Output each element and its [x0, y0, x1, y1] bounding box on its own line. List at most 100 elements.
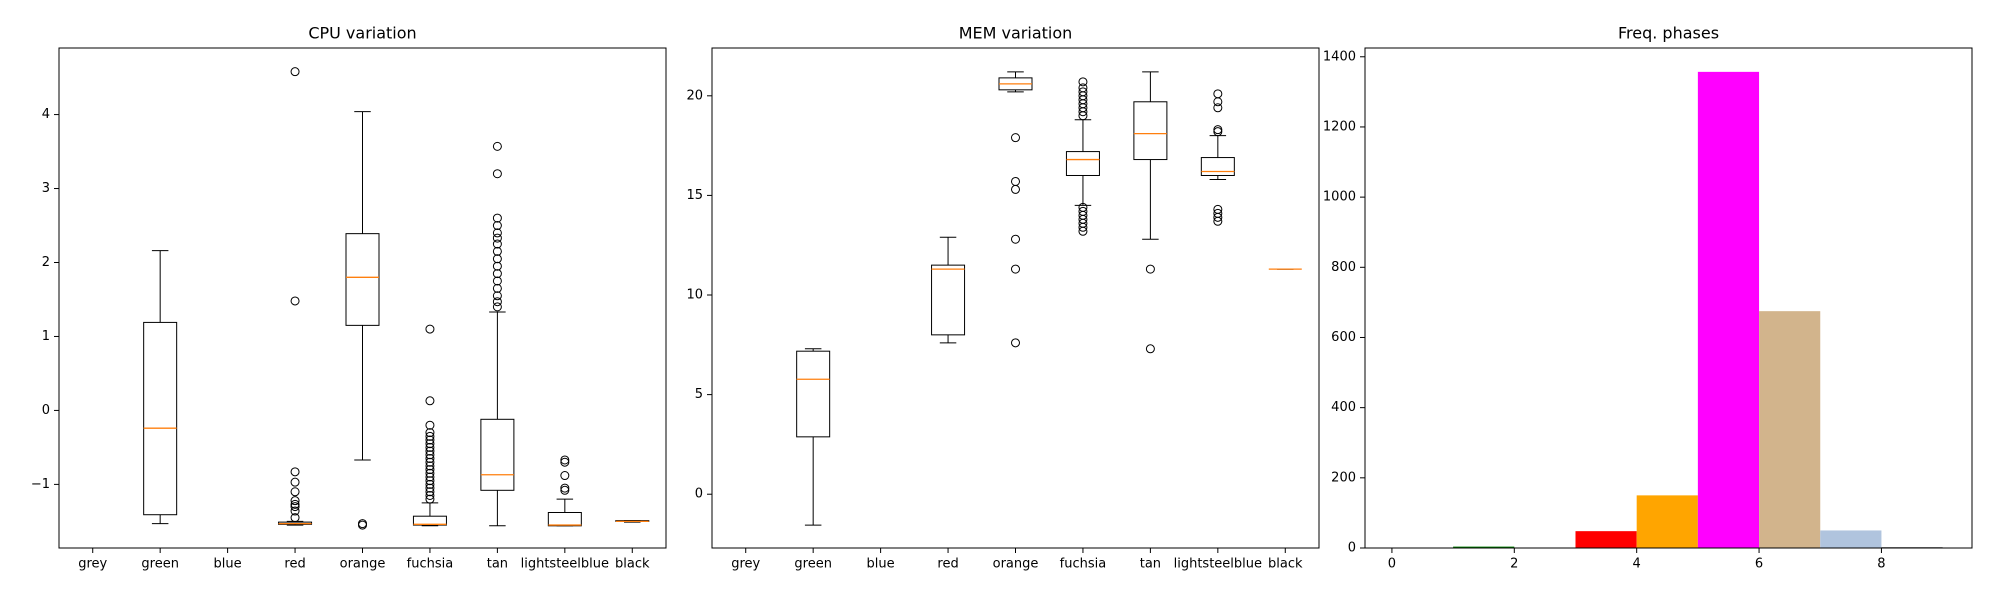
y-tick-label: 0 — [42, 403, 50, 418]
outlier — [290, 296, 300, 306]
bar — [1820, 530, 1882, 548]
bar — [1697, 71, 1760, 548]
outlier — [492, 302, 502, 312]
y-tick-label: 800 — [1331, 260, 1356, 275]
outlier — [560, 457, 570, 467]
outlier — [425, 439, 435, 449]
outlier — [1213, 127, 1223, 137]
outlier — [425, 465, 435, 475]
y-tick-label: 3 — [42, 181, 50, 196]
x-tick-label: lightsteelblue — [521, 557, 609, 572]
y-tick-label: 0 — [695, 487, 703, 502]
y-tick-label: 1200 — [1323, 119, 1356, 134]
bar — [1453, 546, 1515, 548]
outlier — [425, 454, 435, 464]
bar — [1636, 495, 1698, 548]
bar — [1759, 311, 1821, 548]
outlier — [492, 246, 502, 256]
outlier — [1011, 184, 1020, 194]
outlier — [1213, 97, 1223, 107]
outlier — [1011, 234, 1020, 244]
outlier — [290, 502, 300, 512]
y-tick-label: 400 — [1331, 400, 1356, 415]
outlier — [1011, 338, 1020, 348]
outlier — [492, 141, 502, 151]
box — [1065, 151, 1100, 176]
x-tick-label: green — [141, 557, 179, 572]
x-tick-label: blue — [214, 557, 242, 572]
y-tick-label: −1 — [31, 477, 50, 492]
x-tick-label: tan — [1140, 557, 1161, 572]
outlier — [492, 233, 502, 243]
outlier — [290, 477, 300, 487]
outlier — [492, 213, 502, 223]
outlier — [1145, 344, 1155, 354]
y-tick-label: 1 — [42, 329, 50, 344]
outlier — [560, 471, 570, 481]
outlier — [1078, 83, 1088, 93]
outlier — [358, 520, 367, 530]
outlier — [425, 396, 435, 406]
outlier — [492, 254, 502, 264]
x-tick-label: grey — [731, 557, 760, 572]
outlier — [425, 468, 435, 478]
y-tick-label: 0 — [1348, 541, 1356, 556]
outlier — [492, 261, 502, 271]
x-tick-label: 4 — [1633, 557, 1641, 572]
outlier — [425, 487, 435, 497]
outlier — [492, 276, 502, 286]
outlier — [290, 487, 300, 497]
x-tick-label: 8 — [1877, 557, 1885, 572]
bar — [1575, 531, 1637, 548]
outlier — [290, 467, 300, 477]
outlier — [1145, 264, 1155, 274]
outlier — [425, 450, 435, 460]
y-tick-label: 200 — [1331, 470, 1356, 485]
y-tick-label: 10 — [686, 288, 703, 303]
outlier — [492, 269, 502, 279]
x-tick-label: 0 — [1388, 557, 1396, 572]
outlier — [1213, 125, 1223, 135]
chart-title: Freq. phases — [1618, 24, 1719, 43]
outlier — [425, 435, 435, 445]
x-tick-label: fuchsia — [1060, 557, 1107, 572]
x-tick-label: orange — [340, 557, 386, 572]
x-tick-label: fuchsia — [407, 557, 454, 572]
outlier — [492, 239, 502, 249]
outlier — [290, 496, 300, 506]
y-tick-label: 600 — [1331, 330, 1356, 345]
x-tick-label: grey — [78, 557, 107, 572]
outlier — [1213, 212, 1223, 222]
box — [1200, 157, 1235, 176]
x-tick-label: green — [794, 557, 832, 572]
outlier — [1011, 133, 1020, 143]
y-tick-label: 1400 — [1323, 49, 1356, 64]
x-tick-label: 6 — [1755, 557, 1763, 572]
y-tick-label: 5 — [695, 387, 703, 402]
x-tick-label: lightsteelblue — [1174, 557, 1262, 572]
outlier — [492, 169, 502, 179]
outlier — [492, 291, 502, 301]
outlier — [492, 228, 502, 238]
outlier — [425, 479, 435, 489]
outlier — [425, 490, 435, 500]
y-tick-label: 1000 — [1323, 190, 1356, 205]
outlier — [1213, 103, 1223, 113]
outlier — [290, 67, 300, 77]
outlier — [492, 221, 502, 231]
box — [345, 233, 380, 326]
axes-frame — [58, 47, 667, 549]
outlier — [425, 431, 435, 441]
outlier — [560, 483, 570, 493]
box — [796, 350, 831, 438]
box — [931, 264, 966, 336]
outlier — [1213, 89, 1223, 99]
outlier — [425, 446, 435, 456]
outlier — [492, 283, 502, 293]
y-tick-label: 20 — [686, 88, 703, 103]
outlier — [1078, 77, 1088, 87]
outlier — [1078, 87, 1088, 97]
outlier — [425, 442, 435, 452]
outlier — [290, 506, 300, 516]
